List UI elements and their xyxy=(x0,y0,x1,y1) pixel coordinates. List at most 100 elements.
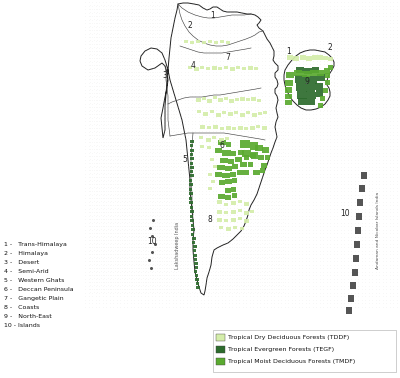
Bar xyxy=(246,98,250,101)
Bar xyxy=(220,127,224,130)
Bar xyxy=(189,192,193,195)
Text: 2 -   Himalaya: 2 - Himalaya xyxy=(4,251,48,256)
Bar xyxy=(240,140,250,148)
Bar xyxy=(312,55,318,60)
Bar xyxy=(220,40,224,43)
Bar xyxy=(286,72,294,78)
Bar xyxy=(254,67,258,70)
Bar xyxy=(328,57,333,61)
Bar xyxy=(215,172,222,177)
Bar xyxy=(357,199,363,206)
Bar xyxy=(323,56,328,60)
Bar xyxy=(228,112,233,116)
Bar xyxy=(262,126,267,130)
Bar xyxy=(193,254,197,257)
Bar xyxy=(216,113,221,117)
Bar xyxy=(190,153,193,156)
Bar xyxy=(190,219,194,222)
Bar xyxy=(190,215,193,218)
Bar xyxy=(235,157,242,162)
Bar xyxy=(231,151,236,156)
Bar xyxy=(244,127,248,130)
Bar xyxy=(194,262,198,265)
Bar xyxy=(234,111,238,114)
Bar xyxy=(238,150,244,155)
Text: 1 -   Trans-Himalaya: 1 - Trans-Himalaya xyxy=(4,242,67,247)
Bar xyxy=(218,140,226,145)
Text: 10 - Islands: 10 - Islands xyxy=(4,323,40,328)
Bar xyxy=(213,330,396,372)
Bar xyxy=(208,40,212,43)
Bar xyxy=(325,73,330,78)
Text: 4: 4 xyxy=(190,60,196,70)
Bar xyxy=(191,233,194,236)
Bar xyxy=(215,148,222,153)
Bar xyxy=(226,142,231,147)
Text: 9 -   North-East: 9 - North-East xyxy=(4,314,52,319)
Text: 8: 8 xyxy=(208,215,212,225)
Bar xyxy=(208,173,212,176)
Bar xyxy=(196,282,199,285)
Text: 9: 9 xyxy=(304,77,310,87)
Bar xyxy=(324,68,330,74)
Bar xyxy=(190,144,193,147)
Bar xyxy=(200,145,204,148)
Bar xyxy=(192,237,196,240)
Bar xyxy=(238,209,242,212)
Bar xyxy=(207,146,211,149)
Bar xyxy=(285,87,292,93)
Bar xyxy=(224,211,228,214)
Bar xyxy=(229,99,234,103)
Text: 1: 1 xyxy=(211,11,215,20)
Bar xyxy=(317,74,325,81)
Bar xyxy=(190,41,194,44)
Bar xyxy=(212,136,216,139)
Bar xyxy=(232,164,238,169)
Bar xyxy=(195,266,198,269)
Bar xyxy=(238,200,242,203)
Bar xyxy=(189,201,193,204)
Bar xyxy=(222,150,231,156)
Bar xyxy=(206,67,210,70)
Bar xyxy=(244,219,249,223)
Bar xyxy=(348,295,354,302)
Bar xyxy=(217,200,222,204)
Bar xyxy=(216,334,225,341)
Bar xyxy=(265,155,270,160)
Bar xyxy=(318,103,323,108)
Bar xyxy=(193,245,197,248)
Bar xyxy=(231,210,236,214)
Bar xyxy=(250,142,258,150)
Text: 3: 3 xyxy=(162,71,168,79)
Bar xyxy=(251,152,258,159)
Bar xyxy=(195,274,198,277)
Bar xyxy=(359,185,365,192)
Bar xyxy=(194,67,199,71)
Bar xyxy=(210,158,214,161)
Bar xyxy=(350,282,356,289)
Bar xyxy=(260,168,265,173)
Bar xyxy=(304,68,312,74)
Bar xyxy=(211,180,215,183)
Bar xyxy=(190,210,194,213)
Bar xyxy=(262,147,269,153)
Bar xyxy=(250,210,254,213)
Bar xyxy=(296,67,304,73)
Bar xyxy=(193,249,196,252)
Bar xyxy=(190,162,193,165)
Bar xyxy=(188,66,192,69)
Bar xyxy=(194,258,197,261)
Text: 10: 10 xyxy=(147,237,157,246)
Bar xyxy=(312,67,319,73)
Bar xyxy=(231,201,236,205)
Bar xyxy=(213,96,217,99)
Bar xyxy=(219,138,224,142)
Bar xyxy=(216,358,225,365)
Bar xyxy=(244,170,249,175)
Bar xyxy=(242,67,246,70)
Bar xyxy=(190,166,194,169)
Bar xyxy=(232,178,237,183)
Bar xyxy=(217,218,222,222)
Bar xyxy=(253,170,260,175)
Text: 5 -   Western Ghats: 5 - Western Ghats xyxy=(4,278,64,283)
